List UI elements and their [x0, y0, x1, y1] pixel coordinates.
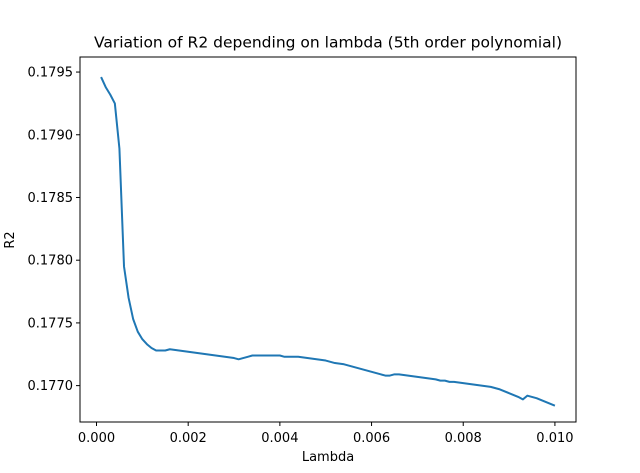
x-tick-label: 0.010: [536, 431, 573, 446]
y-axis-label: R2: [3, 231, 18, 248]
y-tick-label: 0.1775: [28, 316, 74, 331]
y-tick-label: 0.1780: [28, 254, 74, 269]
x-tick-label: 0.002: [170, 431, 207, 446]
plot-area: [100, 76, 556, 407]
x-tick-label: 0.006: [353, 431, 390, 446]
x-axis-label: Lambda: [302, 450, 354, 465]
x-axis: 0.000 0.002 0.004 0.006 0.008 0.010: [78, 422, 574, 446]
x-tick-label: 0.008: [445, 431, 482, 446]
y-tick-label: 0.1790: [28, 128, 74, 143]
y-axis: 0.1770 0.1775 0.1780 0.1785 0.1790 0.1795: [28, 66, 80, 394]
plot-frame: [79, 56, 577, 423]
series-line-0: [100, 76, 556, 407]
chart-title: Variation of R2 depending on lambda (5th…: [94, 34, 562, 52]
y-tick-label: 0.1770: [28, 379, 74, 394]
y-tick-label: 0.1795: [28, 66, 74, 81]
y-tick-label: 0.1785: [28, 191, 74, 206]
x-tick-label: 0.004: [261, 431, 298, 446]
x-tick-label: 0.000: [78, 431, 115, 446]
